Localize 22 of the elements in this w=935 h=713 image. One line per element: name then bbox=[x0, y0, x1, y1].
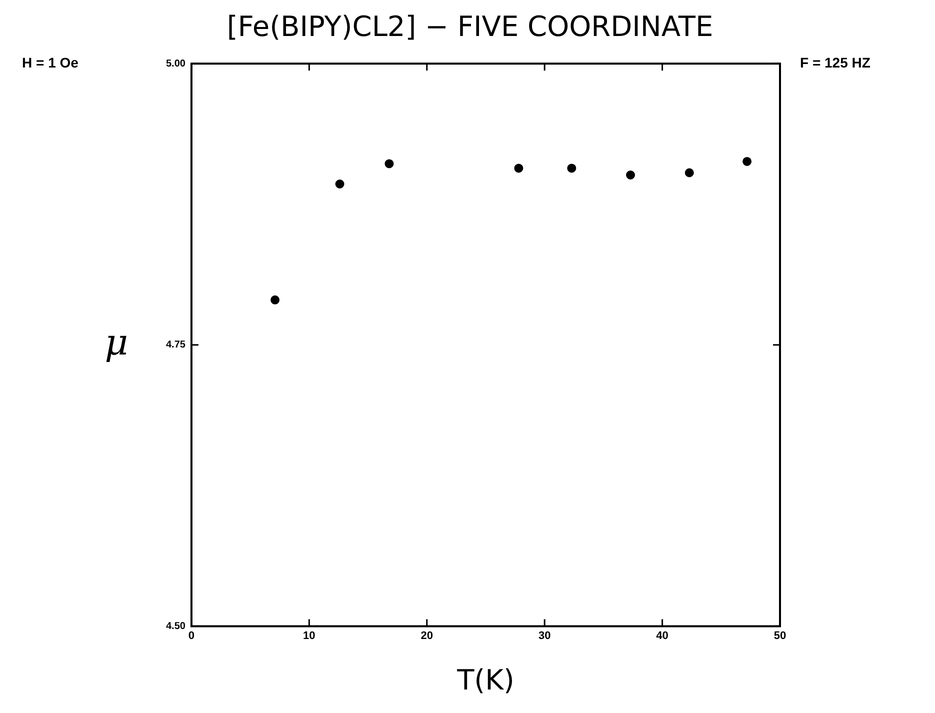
text: H = 1 Oe bbox=[22, 54, 79, 71]
x-tick-label: 50 bbox=[774, 630, 786, 642]
y-tick-label: 4.50 bbox=[166, 620, 186, 632]
y-axis-title: μ bbox=[104, 322, 128, 364]
point bbox=[684, 168, 694, 178]
chart-title: [Fe(BIPY)CL2] − FIVE COORDINATE bbox=[226, 10, 714, 44]
x-tick-label: 10 bbox=[303, 630, 316, 642]
y-tick-label: 5.00 bbox=[166, 58, 186, 70]
point bbox=[384, 159, 394, 168]
x-tick-label: 40 bbox=[656, 630, 668, 642]
point bbox=[335, 179, 344, 188]
x-axis-title: T(K) bbox=[456, 663, 514, 696]
point bbox=[514, 164, 524, 173]
point bbox=[742, 156, 752, 166]
point bbox=[567, 164, 576, 173]
y-tick-label: 4.75 bbox=[166, 340, 186, 351]
text: F = 125 HZ bbox=[800, 54, 871, 71]
x-tick-label: 0 bbox=[188, 630, 195, 642]
x-tick-label: 20 bbox=[420, 630, 434, 642]
x-tick-label: 30 bbox=[538, 630, 551, 642]
point bbox=[270, 295, 280, 304]
point bbox=[626, 170, 636, 180]
